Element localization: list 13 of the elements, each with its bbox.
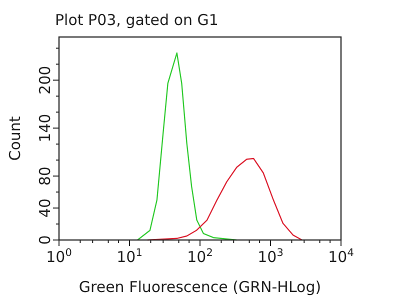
x-tick-label: 10$^{0}$ (46, 247, 72, 266)
y-tick-label: 140 (36, 114, 54, 142)
x-tick-label: 10$^{3}$ (258, 247, 284, 266)
y-tick-label: 0 (36, 235, 54, 245)
x-tick-label: 10$^{1}$ (116, 247, 142, 266)
y-tick-label: 80 (36, 166, 54, 186)
x-tick-label: 10$^{4}$ (328, 247, 354, 266)
y-axis-title: Count (6, 116, 24, 161)
chart-title: Plot P03, gated on G1 (55, 11, 218, 29)
x-axis-title: Green Fluorescence (GRN-HLog) (78, 278, 322, 296)
y-tick-label: 200 (36, 66, 54, 94)
y-tick-label: 40 (36, 198, 54, 218)
x-tick-label: 10$^{2}$ (187, 247, 213, 266)
